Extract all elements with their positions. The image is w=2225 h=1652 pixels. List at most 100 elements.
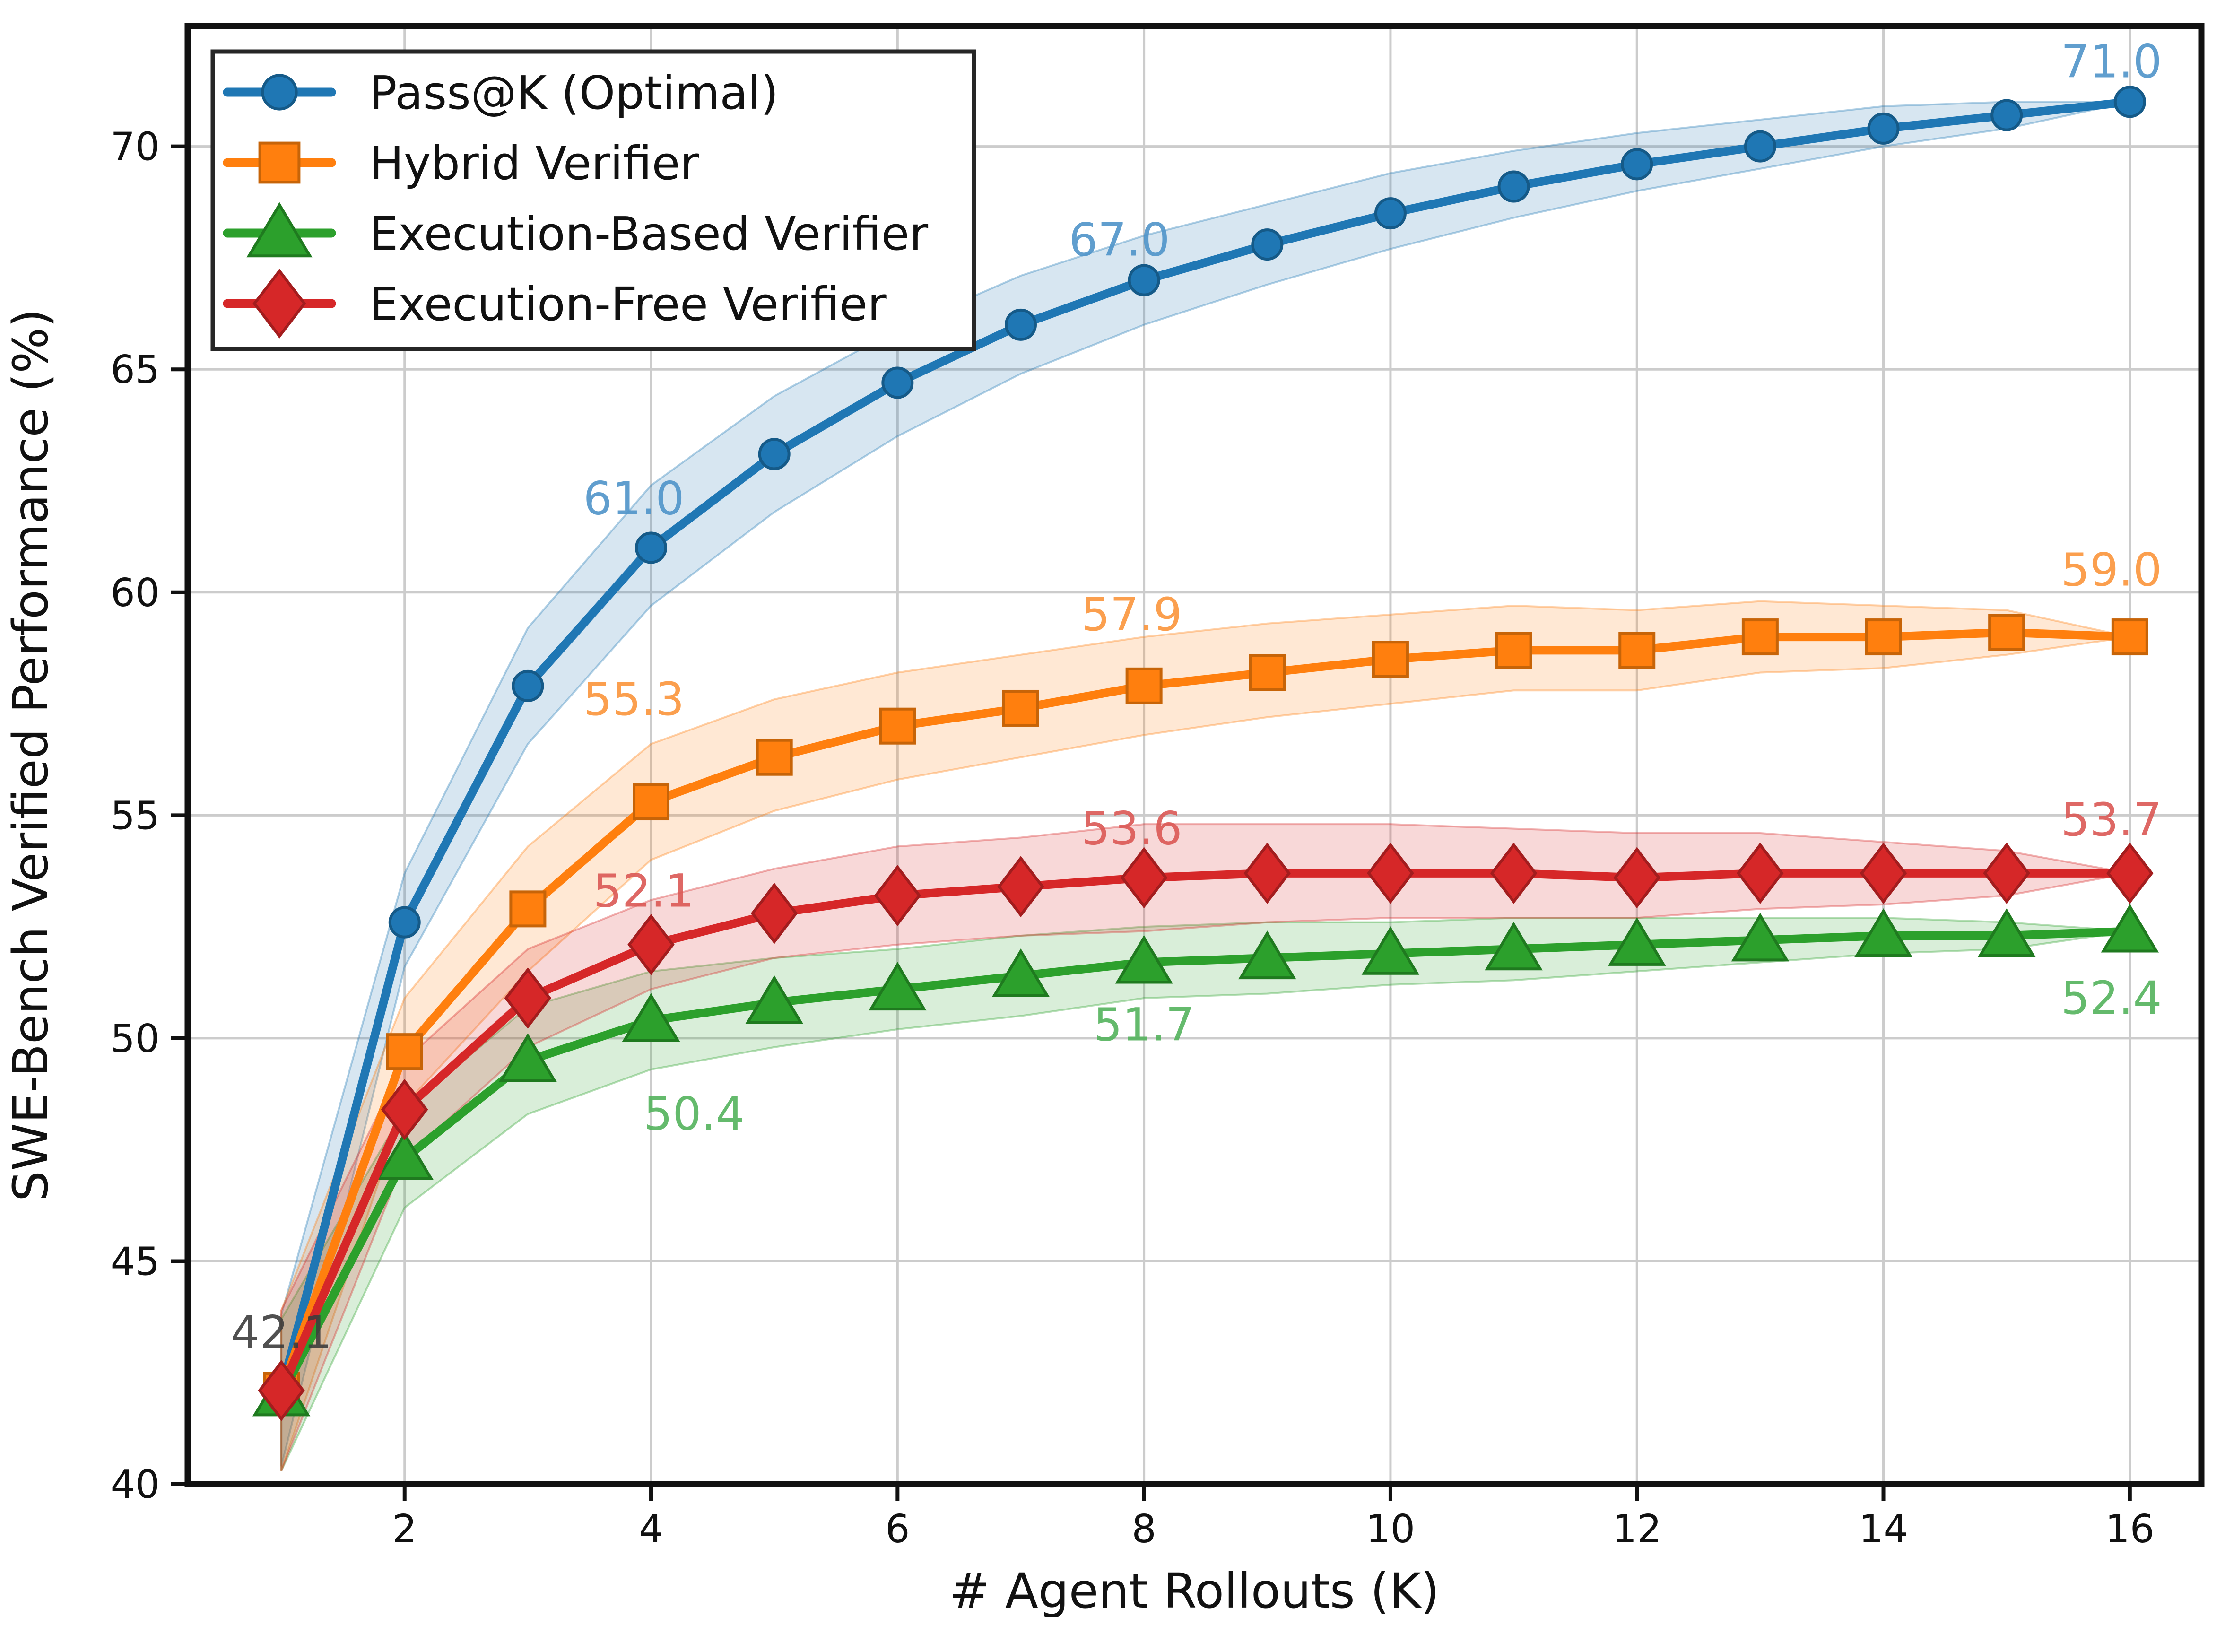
annotation-67.0: 67.0 (1069, 214, 1170, 267)
marker-pass-at-k-optimal-k6 (881, 366, 914, 399)
x-tick-label-12: 12 (1612, 1507, 1661, 1552)
marker-execution-based-verifier-k4 (622, 993, 680, 1042)
annotation-51.7: 51.7 (1094, 999, 1195, 1052)
marker-hybrid-verifier-k13 (1741, 618, 1779, 656)
marker-execution-free-verifier-k2 (381, 1078, 428, 1140)
marker-hybrid-verifier-k2 (386, 1033, 423, 1070)
marker-execution-free-verifier-k11 (1490, 842, 1538, 904)
marker-pass-at-k-optimal-k15 (1990, 99, 2023, 131)
x-tick-label-6: 6 (885, 1507, 910, 1552)
legend-box (210, 49, 976, 351)
legend-marker-execution-free-verifier (252, 269, 306, 339)
marker-execution-free-verifier-k16 (2106, 842, 2154, 904)
marker-execution-based-verifier-k11 (1485, 922, 1543, 971)
annotation-71.0: 71.0 (2061, 35, 2162, 88)
marker-execution-free-verifier-k4 (627, 913, 675, 975)
marker-hybrid-verifier-k7 (1002, 689, 1039, 727)
axes-frame (184, 23, 2205, 1487)
marker-execution-based-verifier-k9 (1238, 930, 1296, 980)
annotation-55.3: 55.3 (583, 673, 685, 726)
marker-hybrid-verifier-k5 (756, 739, 793, 776)
marker-hybrid-verifier-k3 (509, 890, 547, 928)
legend-marker-pass-at-k-optimal (261, 74, 298, 111)
x-tick-label-8: 8 (1132, 1507, 1156, 1552)
marker-execution-free-verifier-k15 (1983, 842, 2030, 904)
band-execution-free-verifier (280, 823, 2130, 1471)
x-tick-label-16: 16 (2105, 1507, 2155, 1552)
marker-hybrid-verifier-k16 (2111, 618, 2148, 656)
annotation-53.7: 53.7 (2061, 793, 2162, 846)
marker-hybrid-verifier-k11 (1495, 632, 1532, 669)
annotation-42.1: 42.1 (231, 1306, 332, 1359)
marker-execution-free-verifier-k1 (258, 1360, 305, 1421)
marker-execution-free-verifier-k7 (997, 856, 1044, 918)
tick-marks (171, 144, 2132, 1501)
y-tick-label-55: 55 (111, 793, 160, 838)
annotation-50.4: 50.4 (643, 1087, 745, 1140)
y-tick-label-65: 65 (111, 348, 160, 392)
y-axis-label: SWE-Bench Verified Performance (%) (3, 309, 59, 1201)
legend-label-hybrid-verifier: Hybrid Verifier (369, 137, 699, 190)
marker-pass-at-k-optimal-k12 (1621, 148, 1653, 181)
marker-execution-free-verifier-k14 (1860, 842, 1907, 904)
marker-execution-based-verifier-k6 (869, 962, 927, 1011)
marker-pass-at-k-optimal-k10 (1374, 197, 1407, 230)
legend: Pass@K (Optimal) Hybrid Verifier Execution… (210, 49, 976, 351)
marker-pass-at-k-optimal-k16 (2113, 86, 2146, 118)
marker-execution-based-verifier-k7 (991, 948, 1050, 997)
marker-hybrid-verifier-k9 (1249, 654, 1286, 691)
legend-label-pass-at-k-optimal: Pass@K (Optimal) (369, 66, 779, 120)
annotation-52.4: 52.4 (2061, 972, 2162, 1025)
annotation-57.9: 57.9 (1081, 588, 1182, 641)
x-axis-label: # Agent Rollouts (K) (949, 1563, 1440, 1619)
marker-execution-free-verifier-k3 (504, 967, 552, 1029)
legend-item-hybrid-verifier: Hybrid Verifier (223, 137, 699, 190)
marker-pass-at-k-optimal-k7 (1004, 308, 1037, 341)
x-tick-label-10: 10 (1366, 1507, 1415, 1552)
marker-execution-free-verifier-k5 (750, 882, 798, 944)
legend-item-pass-at-k-optimal: Pass@K (Optimal) (223, 66, 779, 120)
marker-execution-based-verifier-k13 (1731, 913, 1790, 962)
legend-item-execution-free-verifier: Execution-Free Verifier (223, 269, 887, 339)
annotations: 42.1 61.0 55.3 52.1 50.4 67.0 57.9 53.6 51.7 71.0… (231, 35, 2162, 1359)
marker-execution-based-verifier-k8 (1115, 935, 1173, 984)
marker-pass-at-k-optimal-k4 (635, 531, 668, 564)
y-tick-label-50: 50 (111, 1017, 160, 1061)
line-hybrid-verifier (277, 628, 2134, 1395)
marker-pass-at-k-optimal-k5 (758, 438, 791, 470)
y-tick-label-40: 40 (111, 1462, 160, 1507)
marker-execution-free-verifier-k6 (874, 865, 921, 927)
annotation-59.0: 59.0 (2061, 544, 2162, 597)
marker-execution-free-verifier-k12 (1613, 847, 1661, 909)
marker-hybrid-verifier-k4 (633, 783, 670, 821)
x-tick-label-14: 14 (1859, 1507, 1908, 1552)
marker-hybrid-verifier-k14 (1865, 618, 1902, 656)
annotation-52.1: 52.1 (593, 865, 695, 918)
marker-pass-at-k-optimal-k9 (1251, 228, 1284, 261)
marker-execution-free-verifier-k9 (1243, 842, 1291, 904)
marker-execution-based-verifier-k2 (375, 1131, 434, 1180)
marker-hybrid-verifier-k15 (1988, 614, 2025, 651)
marker-execution-based-verifier-k10 (1361, 926, 1420, 975)
legend-marker-execution-based-verifier (246, 202, 313, 258)
marker-execution-based-verifier-k16 (2101, 904, 2159, 953)
band-execution-based-verifier (280, 917, 2130, 1471)
line-execution-based-verifier (277, 927, 2134, 1400)
marker-pass-at-k-optimal-k14 (1867, 112, 1900, 145)
marker-execution-based-verifier-k14 (1854, 908, 1912, 957)
line-pass-at-k-optimal (277, 97, 2134, 1395)
tick-labels: 2 4 6 8 10 12 14 16 40 45 50 55 60 65 70 (111, 125, 2155, 1552)
annotation-61.0: 61.0 (583, 472, 685, 525)
x-tick-label-4: 4 (639, 1507, 663, 1552)
y-tick-label-45: 45 (111, 1239, 160, 1284)
x-tick-label-2: 2 (392, 1507, 417, 1552)
marker-hybrid-verifier-k8 (1125, 667, 1163, 704)
marker-pass-at-k-optimal-k13 (1744, 130, 1776, 163)
marker-execution-based-verifier-k5 (745, 975, 803, 1024)
marker-pass-at-k-optimal-k8 (1128, 264, 1160, 296)
legend-marker-hybrid-verifier (258, 141, 301, 184)
annotation-53.6: 53.6 (1081, 802, 1182, 855)
